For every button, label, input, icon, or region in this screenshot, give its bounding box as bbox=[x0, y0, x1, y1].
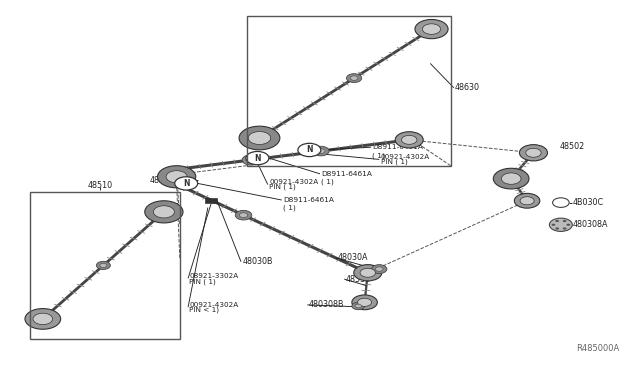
Circle shape bbox=[246, 157, 255, 163]
Text: ( 1): ( 1) bbox=[321, 179, 334, 185]
Circle shape bbox=[552, 198, 569, 208]
Circle shape bbox=[525, 148, 541, 157]
Circle shape bbox=[100, 263, 107, 267]
Text: 48560M: 48560M bbox=[150, 176, 182, 185]
Circle shape bbox=[248, 132, 271, 144]
Circle shape bbox=[350, 76, 358, 80]
Circle shape bbox=[352, 302, 365, 310]
Text: 480308A: 480308A bbox=[573, 220, 609, 229]
Text: 00921-4302A: 00921-4302A bbox=[269, 179, 318, 185]
Text: 48530: 48530 bbox=[346, 275, 371, 283]
Text: PIN ( 1): PIN ( 1) bbox=[189, 278, 216, 285]
Text: 00921-4302A: 00921-4302A bbox=[381, 154, 430, 160]
Circle shape bbox=[372, 264, 387, 273]
Circle shape bbox=[563, 220, 566, 222]
Circle shape bbox=[358, 298, 372, 307]
Circle shape bbox=[401, 135, 417, 144]
Circle shape bbox=[246, 151, 269, 165]
Text: 48502: 48502 bbox=[559, 142, 585, 151]
Circle shape bbox=[33, 313, 52, 325]
Circle shape bbox=[501, 173, 521, 184]
Circle shape bbox=[395, 132, 423, 148]
Text: PIN ( 1): PIN ( 1) bbox=[381, 159, 407, 165]
Text: PIN ( 1): PIN ( 1) bbox=[269, 184, 296, 190]
Circle shape bbox=[239, 213, 248, 218]
Text: 48030B: 48030B bbox=[243, 257, 273, 266]
Circle shape bbox=[493, 168, 529, 189]
Text: 00921-4302A: 00921-4302A bbox=[189, 302, 239, 308]
Circle shape bbox=[422, 24, 440, 34]
Text: 48030A: 48030A bbox=[337, 253, 368, 263]
Text: 48630: 48630 bbox=[455, 83, 480, 92]
Text: N: N bbox=[183, 179, 189, 188]
Circle shape bbox=[520, 197, 534, 205]
Text: N: N bbox=[254, 154, 260, 163]
Bar bbox=[205, 198, 217, 203]
Circle shape bbox=[157, 166, 196, 188]
Bar bbox=[30, 192, 180, 339]
Circle shape bbox=[520, 145, 547, 161]
Circle shape bbox=[236, 211, 252, 220]
Circle shape bbox=[415, 19, 448, 39]
Circle shape bbox=[556, 220, 559, 222]
Circle shape bbox=[145, 201, 183, 223]
Text: ( 1): ( 1) bbox=[283, 205, 296, 211]
Circle shape bbox=[549, 218, 572, 231]
Circle shape bbox=[154, 206, 174, 218]
Text: R485000A: R485000A bbox=[576, 344, 620, 353]
Circle shape bbox=[242, 155, 260, 165]
Text: PIN < 1): PIN < 1) bbox=[189, 307, 220, 313]
Bar bbox=[246, 16, 451, 166]
Text: D8911-6461A: D8911-6461A bbox=[372, 144, 423, 150]
Text: 4B030C: 4B030C bbox=[573, 198, 604, 207]
Text: ( 1): ( 1) bbox=[372, 152, 385, 158]
Circle shape bbox=[97, 261, 110, 269]
Circle shape bbox=[515, 193, 540, 208]
Text: D8911-6461A: D8911-6461A bbox=[283, 197, 334, 203]
Circle shape bbox=[298, 143, 321, 157]
Text: 480308B: 480308B bbox=[308, 300, 344, 310]
Circle shape bbox=[346, 74, 362, 83]
Text: D8911-6461A: D8911-6461A bbox=[321, 171, 372, 177]
Circle shape bbox=[563, 227, 566, 230]
Circle shape bbox=[552, 224, 556, 226]
Circle shape bbox=[239, 126, 280, 150]
Circle shape bbox=[376, 267, 383, 271]
Circle shape bbox=[317, 149, 325, 154]
Circle shape bbox=[355, 304, 362, 308]
Circle shape bbox=[566, 224, 570, 226]
Circle shape bbox=[166, 171, 187, 183]
Circle shape bbox=[312, 146, 329, 156]
Circle shape bbox=[556, 227, 559, 230]
Circle shape bbox=[354, 264, 382, 281]
Circle shape bbox=[360, 268, 376, 277]
Circle shape bbox=[175, 177, 198, 190]
Circle shape bbox=[25, 309, 61, 329]
Text: 48510: 48510 bbox=[88, 181, 113, 190]
Text: N: N bbox=[306, 145, 312, 154]
Circle shape bbox=[352, 295, 378, 310]
Text: 08921-3302A: 08921-3302A bbox=[189, 273, 239, 279]
